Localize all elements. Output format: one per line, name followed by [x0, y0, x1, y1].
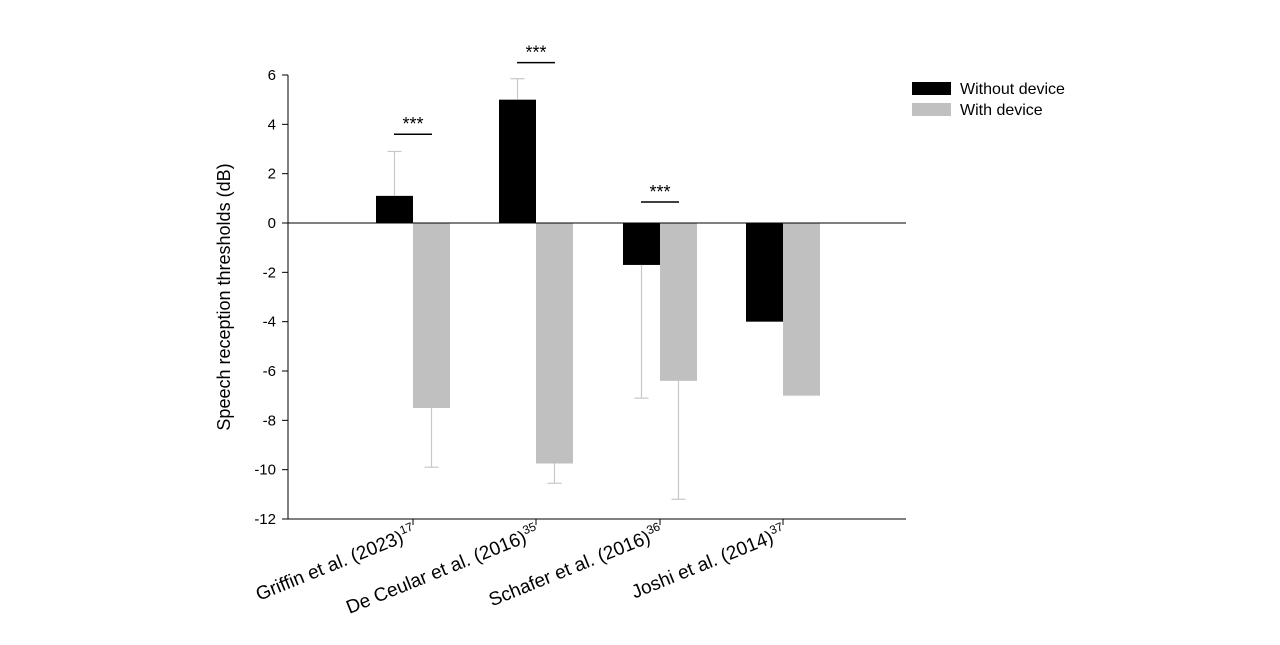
- bar-with-device: [660, 223, 697, 381]
- significance-label: ***: [525, 43, 546, 63]
- y-tick-label: -10: [254, 462, 276, 479]
- x-category-label: De Ceular et al. (2016)35: [342, 519, 542, 618]
- bar-with-device: [536, 223, 573, 464]
- x-category-label-text: Joshi et al. (2014): [629, 527, 777, 603]
- x-category-label-ref: 37: [767, 519, 785, 537]
- y-axis-title: Speech reception thresholds (dB): [214, 163, 234, 430]
- y-tick-label: 4: [268, 116, 276, 133]
- x-category-label-ref: 36: [644, 519, 662, 537]
- legend-swatch: [912, 82, 951, 95]
- y-tick-label: -4: [263, 314, 276, 331]
- y-tick-label: -8: [263, 412, 276, 429]
- legend-label: With device: [960, 102, 1043, 119]
- legend-label: Without device: [960, 81, 1065, 98]
- y-tick-label: 6: [268, 67, 276, 84]
- y-tick-label: -12: [254, 511, 276, 528]
- x-category-label-ref: 17: [397, 519, 415, 537]
- legend-swatch: [912, 103, 951, 116]
- bar-without-device: [499, 99, 536, 223]
- bar-with-device: [413, 223, 450, 408]
- bar-without-device: [746, 223, 783, 322]
- bar-without-device: [623, 223, 660, 265]
- y-tick-label: 2: [268, 166, 276, 183]
- y-tick-label: 0: [268, 215, 276, 232]
- significance-label: ***: [402, 114, 423, 134]
- x-category-label-ref: 35: [520, 519, 538, 537]
- bar-with-device: [783, 223, 820, 396]
- significance-label: ***: [649, 182, 670, 202]
- y-tick-label: -2: [263, 264, 276, 281]
- y-tick-label: -6: [263, 363, 276, 380]
- bar-without-device: [376, 195, 413, 223]
